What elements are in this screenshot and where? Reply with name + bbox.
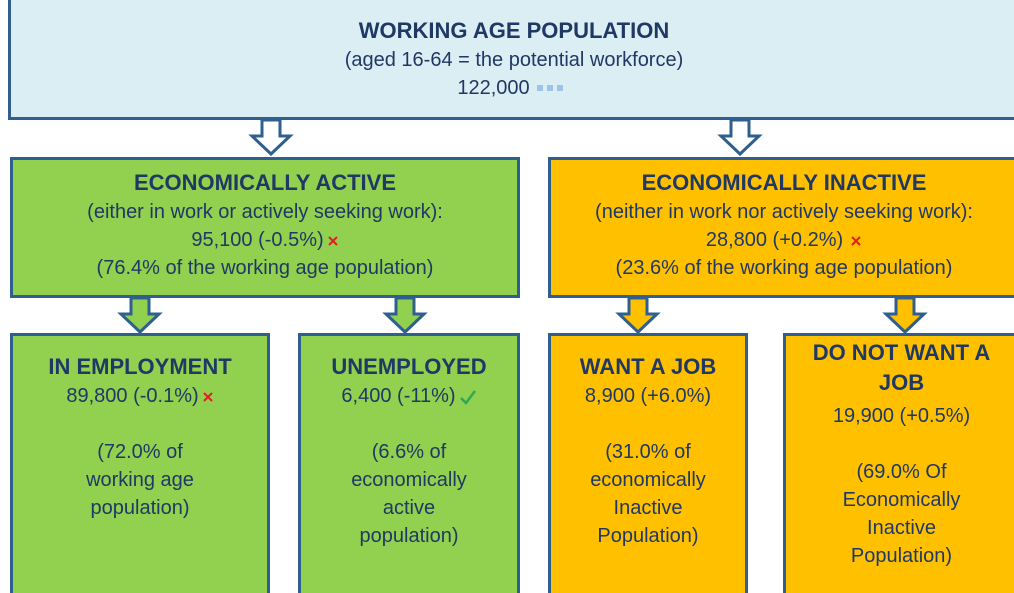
share-line: Population) xyxy=(850,545,953,567)
share: (69.0% Of Economically Inactive Population) xyxy=(786,458,1014,570)
title: WORKING AGE POPULATION xyxy=(358,18,670,43)
cross-icon xyxy=(202,392,213,402)
title: IN EMPLOYMENT xyxy=(48,354,232,379)
share-line: economically xyxy=(351,469,467,491)
node: UNEMPLOYED 6,400 (-11%) (6.6% of economic… xyxy=(298,333,520,593)
value: 95,100 (-0.5%) xyxy=(191,229,324,251)
share-line: working age xyxy=(86,469,194,491)
node: ECONOMICALLY ACTIVE (either in work or a… xyxy=(10,157,520,298)
share: (23.6% of the working age population) xyxy=(551,254,1014,282)
description: (neither in work nor actively seeking wo… xyxy=(595,201,973,223)
share: (72.0% of working age population) xyxy=(13,438,267,522)
share-line: population) xyxy=(90,497,190,519)
arrow xyxy=(382,296,428,335)
node: WORKING AGE POPULATION (aged 16-64 = the… xyxy=(8,0,1014,120)
node: DO NOT WANT A JOB 19,900 (+0.5%) (69.0% … xyxy=(783,333,1014,593)
value: 8,900 (+6.0%) xyxy=(584,385,712,407)
title: UNEMPLOYED xyxy=(331,354,487,379)
arrow xyxy=(717,118,763,157)
value-line: 95,100 (-0.5%) xyxy=(13,226,517,254)
share-line: (31.0% of xyxy=(605,441,691,463)
share-line: (6.6% of xyxy=(371,441,447,463)
check-icon xyxy=(459,389,476,405)
share-line: Economically xyxy=(842,489,961,511)
value: 89,800 (-0.1%) xyxy=(66,385,199,407)
share-line: (69.0% Of xyxy=(856,461,947,483)
value: 122,000 xyxy=(457,77,530,99)
share-line: Inactive xyxy=(613,497,683,519)
arrow xyxy=(248,118,294,157)
title: WANT A JOB xyxy=(579,354,717,379)
share-line: economically xyxy=(590,469,706,491)
value-line: 6,400 (-11%) xyxy=(301,382,517,410)
description: (either in work or actively seeking work… xyxy=(87,201,443,223)
share-line: Population) xyxy=(597,525,699,547)
value-line: 122,000 xyxy=(11,74,1014,102)
share-line: population) xyxy=(359,525,459,547)
title: ECONOMICALLY ACTIVE xyxy=(134,170,396,195)
node: IN EMPLOYMENT 89,800 (-0.1%) (72.0% of wo… xyxy=(10,333,270,593)
share: (76.4% of the working age population) xyxy=(13,254,517,282)
share-line: Inactive xyxy=(867,517,936,539)
cross-icon xyxy=(851,236,861,246)
share: (31.0% of economically Inactive Population) xyxy=(551,438,745,550)
arrow xyxy=(882,296,928,335)
value-line: 89,800 (-0.1%) xyxy=(13,382,267,410)
arrow xyxy=(615,296,661,335)
description: (aged 16-64 = the potential workforce) xyxy=(344,49,684,71)
share-line: (72.0% of xyxy=(97,441,183,463)
more-icon xyxy=(536,84,563,91)
title: ECONOMICALLY INACTIVE xyxy=(641,170,927,195)
value: 19,900 (+0.5%) xyxy=(832,405,971,427)
value: 28,800 (+0.2%) xyxy=(705,229,844,251)
cross-icon xyxy=(327,236,338,246)
value: 6,400 (-11%) xyxy=(341,385,456,407)
node: ECONOMICALLY INACTIVE (neither in work n… xyxy=(548,157,1014,298)
share-line: (76.4% of the working age population) xyxy=(96,257,434,279)
share-line: active xyxy=(382,497,436,519)
share: (6.6% of economically active population) xyxy=(301,438,517,550)
arrow xyxy=(117,296,163,335)
share-line: (23.6% of the working age population) xyxy=(615,257,953,279)
value-line: 28,800 (+0.2%) xyxy=(551,226,1014,254)
title: DO NOT WANT A JOB xyxy=(812,340,991,395)
node: WANT A JOB 8,900 (+6.0%) (31.0% of econom… xyxy=(548,333,748,593)
